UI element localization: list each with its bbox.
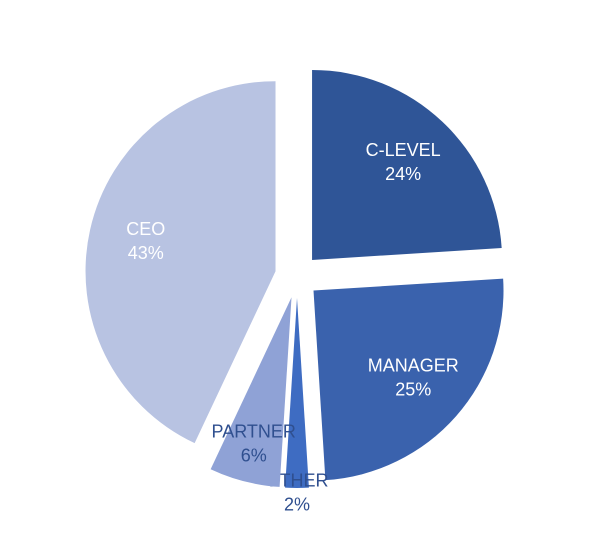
pie-slice [85,81,276,444]
slice-label: MANAGER [368,355,459,375]
slice-value-label: 25% [395,379,431,399]
slice-value-label: 2% [284,494,310,514]
pie-slice [312,69,502,260]
slice-value-label: 43% [128,243,164,263]
slice-label: OTHER [266,470,329,490]
slice-value-label: 24% [385,164,421,184]
pie-slice [285,298,309,488]
slice-label: PARTNER [212,421,296,441]
slice-label: C-LEVEL [366,140,441,160]
pie-slice [313,278,504,481]
pie-slice [210,297,292,487]
slice-value-label: 6% [241,445,267,465]
slice-label: CEO [126,219,165,239]
